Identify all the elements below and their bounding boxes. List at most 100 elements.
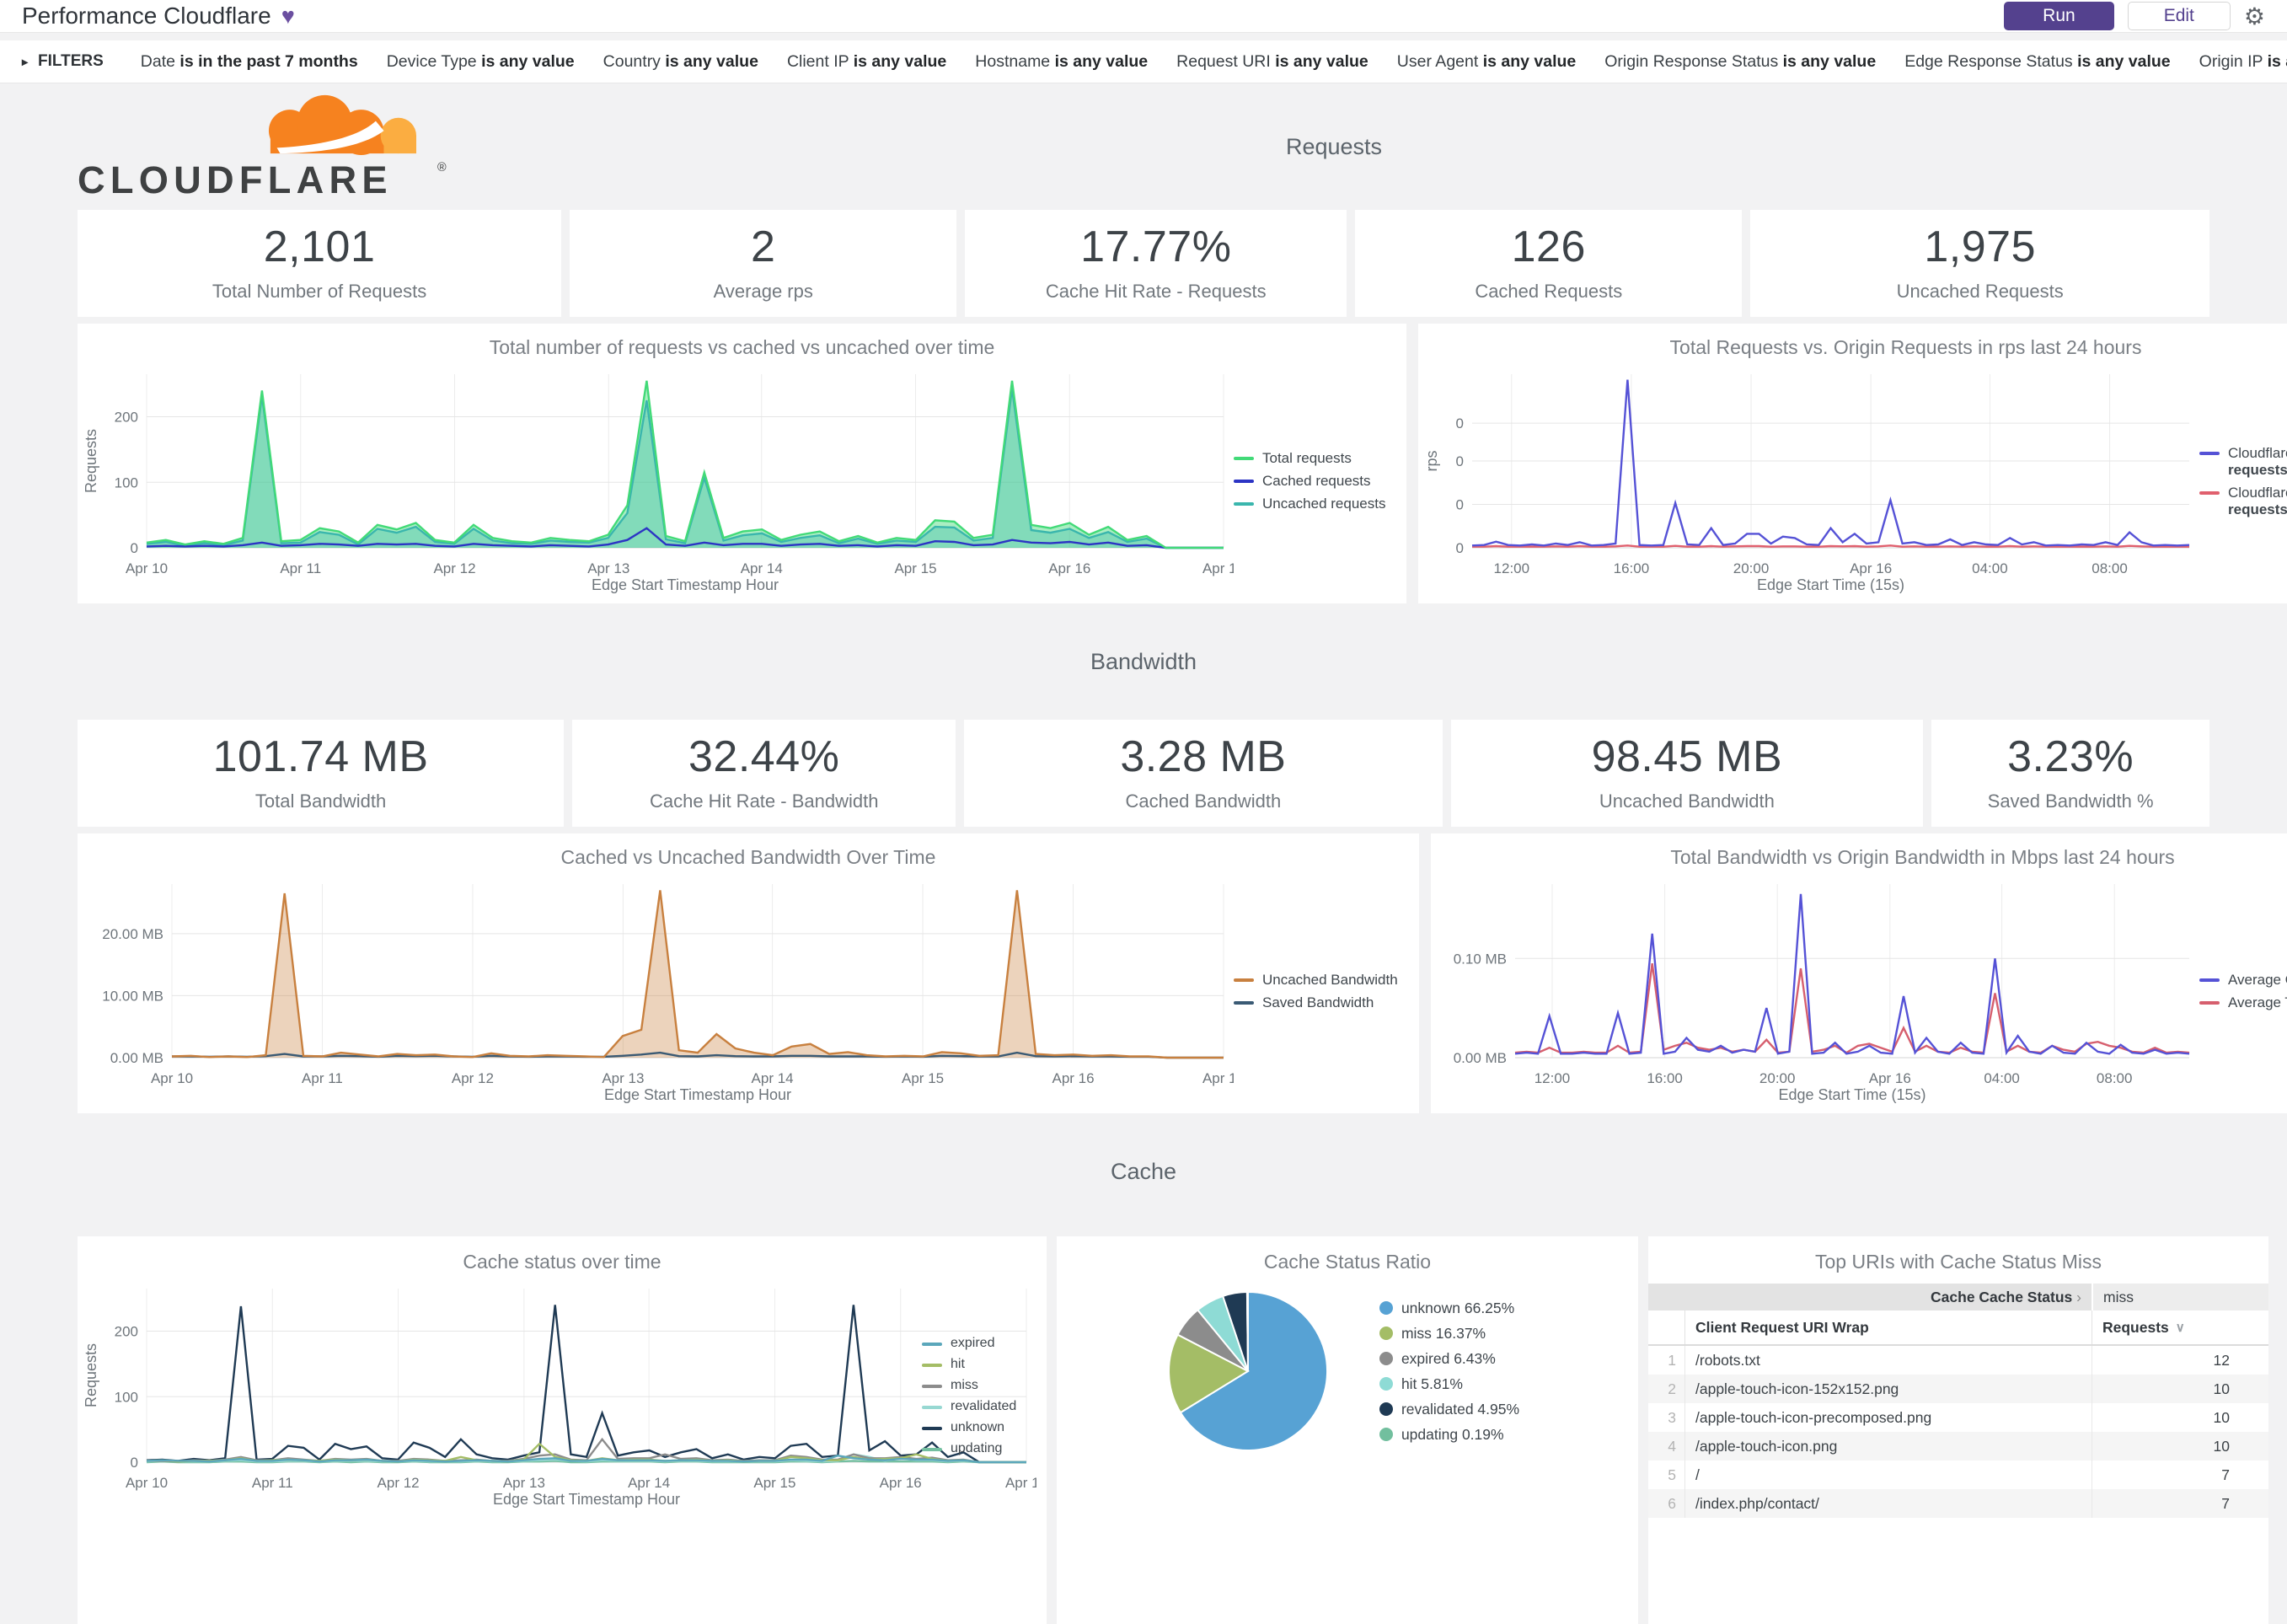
kpi-label: Total Bandwidth — [254, 791, 387, 812]
legend-swatch — [1234, 457, 1254, 460]
kpi-value: 101.74 MB — [212, 732, 429, 781]
legend-swatch — [922, 1405, 942, 1409]
svg-text:Edge Start Time (15s): Edge Start Time (15s) — [1778, 1086, 1925, 1103]
svg-text:Apr 12: Apr 12 — [378, 1475, 420, 1491]
bandwidth-over-time-plot[interactable]: Apr 10 Apr 11 Apr 12 Apr 13 Apr 14 Apr 15 Apr … — [78, 872, 1245, 1110]
filter-hostname[interactable]: Hostname is any value — [975, 51, 1149, 71]
svg-text:Apr 16: Apr 16 — [880, 1475, 922, 1491]
svg-text:Apr 12: Apr 12 — [452, 1070, 494, 1086]
kpi-cache-hit-rate-requests: 17.77% Cache Hit Rate - Requests — [965, 210, 1347, 317]
filter-origin-response-status[interactable]: Origin Response Status is any value — [1604, 51, 1877, 71]
legend-item-updating[interactable]: updating — [922, 1441, 1036, 1456]
legend-item-uncached-bandwidth[interactable]: Uncached Bandwidth — [1234, 972, 1409, 989]
table-row[interactable]: 5 / 7 — [1648, 1461, 2268, 1489]
svg-text:Apr 15: Apr 15 — [753, 1475, 795, 1491]
legend-item-uncached-requests[interactable]: Uncached requests — [1234, 496, 1396, 512]
pie-legend: unknown 66.25% miss 16.37% expired 6.43%… — [1379, 1300, 1529, 1444]
requests-section-header: CLOUDFLARE ® Requests — [78, 83, 2209, 210]
legend-item-unknown[interactable]: unknown 66.25% — [1379, 1300, 1519, 1317]
table-row[interactable]: 3 /apple-touch-icon-precomposed.png 10 — [1648, 1403, 2268, 1432]
svg-text:Edge Start Timestamp Hour: Edge Start Timestamp Hour — [493, 1491, 680, 1508]
filter-request-uri[interactable]: Request URI is any value — [1176, 51, 1368, 71]
legend-item-hit[interactable]: hit — [922, 1357, 1036, 1372]
cache-status-plot[interactable]: Apr 10 Apr 11 Apr 12 Apr 13 Apr 14 Apr 15 Apr … — [78, 1277, 1047, 1514]
legend-item-cloudflare-logs[interactable]: Cloudflare Logs total requests in rps — [2199, 445, 2287, 479]
filter-origin-ip[interactable]: Origin IP is any value — [2199, 51, 2287, 71]
kpi-label: Cached Bandwidth — [1125, 791, 1282, 812]
top-bar: Performance Cloudflare ♥ Run Edit ⚙ — [0, 0, 2287, 33]
svg-text:04:00: 04:00 — [1984, 1070, 2020, 1086]
table-row[interactable]: 2 /apple-touch-icon-152x152.png 10 — [1648, 1375, 2268, 1403]
legend-item-updating[interactable]: updating 0.19% — [1379, 1426, 1519, 1444]
chart-panel-cache-status-ratio: Cache Status Ratio unknown 66.25% miss 1… — [1057, 1236, 1638, 1624]
cache-ratio-pie[interactable] — [1165, 1289, 1331, 1454]
row-index: 2 — [1648, 1375, 1685, 1403]
filter-date[interactable]: Date is in the past 7 months — [140, 51, 358, 71]
legend-item-hit[interactable]: hit 5.81% — [1379, 1375, 1519, 1393]
heart-icon: ♥ — [281, 3, 295, 29]
kpi-label: Cached Requests — [1475, 281, 1623, 302]
gear-icon[interactable]: ⚙ — [2243, 3, 2265, 29]
legend-swatch — [1234, 978, 1254, 982]
legend-item-cached-requests[interactable]: Cached requests — [1234, 473, 1396, 490]
filter-user-agent[interactable]: User Agent is any value — [1396, 51, 1577, 71]
filters-expand-icon: ▸ — [22, 54, 29, 68]
filter-edge-response-status[interactable]: Edge Response Status is any value — [1904, 51, 2171, 71]
legend-item-saved-bandwidth[interactable]: Saved Bandwidth — [1234, 994, 1409, 1011]
bandwidth-kpi-row: 101.74 MB Total Bandwidth 32.44% Cache H… — [78, 720, 2209, 827]
kpi-total-bandwidth: 101.74 MB Total Bandwidth — [78, 720, 565, 827]
legend-item-expired[interactable]: expired — [922, 1336, 1036, 1351]
kpi-total-number-of-requests: 2,101 Total Number of Requests — [78, 210, 562, 317]
svg-text:Apr 11: Apr 11 — [280, 560, 321, 576]
kpi-value: 17.77% — [1080, 222, 1232, 271]
svg-text:0.00 MB: 0.00 MB — [110, 1050, 163, 1066]
kpi-label: Cache Hit Rate - Requests — [1045, 281, 1267, 302]
bandwidth-rps-plot[interactable]: 12:00 16:00 20:00 Apr 16 04:00 08:00 0.00 MB 0.… — [1431, 872, 2199, 1110]
chart-title: Cached vs Uncached Bandwidth Over Time — [560, 846, 936, 868]
table-row[interactable]: 6 /index.php/contact/ 7 — [1648, 1489, 2268, 1518]
section-title-requests: Requests — [1285, 133, 1383, 159]
legend-item-revalidated[interactable]: revalidated 4.95% — [1379, 1401, 1519, 1418]
cloudflare-cloud-icon — [268, 94, 416, 155]
kpi-average-rps: 2 Average rps — [570, 210, 957, 317]
chart-panel-requests-rps-24h: Total Requests vs. Origin Requests in rp… — [1418, 324, 2287, 603]
kpi-cache-hit-rate-bandwidth: 32.44% Cache Hit Rate - Bandwidth — [572, 720, 956, 827]
group-header-cell[interactable]: Cache Cache Status › — [1648, 1284, 2092, 1310]
svg-text:0: 0 — [1456, 453, 1464, 469]
legend-swatch — [2199, 490, 2220, 495]
legend-item-cloudflare-logs[interactable]: Cloudflare Logs origin requests in rps — [2199, 485, 2287, 518]
filter-device-type[interactable]: Device Type is any value — [386, 51, 575, 71]
table-group-header: Cache Cache Status › miss — [1648, 1284, 2268, 1310]
legend-item-average-origin-bandwidth[interactable]: Average Origin Bandwidth — [2199, 972, 2287, 989]
legend-item-unknown[interactable]: unknown — [922, 1420, 1036, 1435]
legend-item-expired[interactable]: expired 6.43% — [1379, 1350, 1519, 1368]
kpi-cached-requests: 126 Cached Requests — [1355, 210, 1743, 317]
row-requests: 10 — [2092, 1432, 2268, 1461]
chart-title: Cache status over time — [463, 1251, 661, 1273]
kpi-label: Uncached Bandwidth — [1599, 791, 1775, 812]
requests-column-header[interactable]: Requests ∨ — [2092, 1310, 2268, 1344]
kpi-value: 126 — [1511, 222, 1586, 271]
requests-rps-plot[interactable]: 12:00 16:00 20:00 Apr 16 04:00 08:00 0 0 0 0 Edge … — [1418, 362, 2199, 600]
edit-button[interactable]: Edit — [2127, 2, 2231, 30]
svg-text:Edge Start Timestamp Hour: Edge Start Timestamp Hour — [592, 576, 779, 593]
svg-text:0: 0 — [131, 1455, 138, 1471]
kpi-label: Uncached Requests — [1896, 281, 2064, 302]
svg-text:Apr 14: Apr 14 — [752, 1070, 794, 1086]
svg-text:Apr 10: Apr 10 — [126, 560, 168, 576]
filter-client-ip[interactable]: Client IP is any value — [786, 51, 947, 71]
svg-text:0.10 MB: 0.10 MB — [1454, 951, 1507, 967]
legend-item-miss[interactable]: miss 16.37% — [1379, 1325, 1519, 1343]
table-row[interactable]: 4 /apple-touch-icon.png 10 — [1648, 1432, 2268, 1461]
filter-country[interactable]: Country is any value — [603, 51, 758, 71]
run-button[interactable]: Run — [2004, 2, 2114, 30]
requests-over-time-plot[interactable]: Apr 10 Apr 11 Apr 12 Apr 13 Apr 14 Apr 15 Apr … — [78, 362, 1245, 600]
legend-item-revalidated[interactable]: revalidated — [922, 1399, 1036, 1414]
legend-item-average-total-bandwidth[interactable]: Average Total Bandwidth — [2199, 994, 2287, 1011]
chart-panel-bandwidth-over-time: Cached vs Uncached Bandwidth Over Time A… — [78, 833, 1419, 1113]
legend-item-total-requests[interactable]: Total requests — [1234, 450, 1396, 467]
filters-toggle[interactable]: ▸ FILTERS — [22, 52, 104, 71]
legend-item-miss[interactable]: miss — [922, 1378, 1036, 1393]
table-row[interactable]: 1 /robots.txt 12 — [1648, 1346, 2268, 1375]
table-title: Top URIs with Cache Status Miss — [1814, 1251, 2102, 1273]
